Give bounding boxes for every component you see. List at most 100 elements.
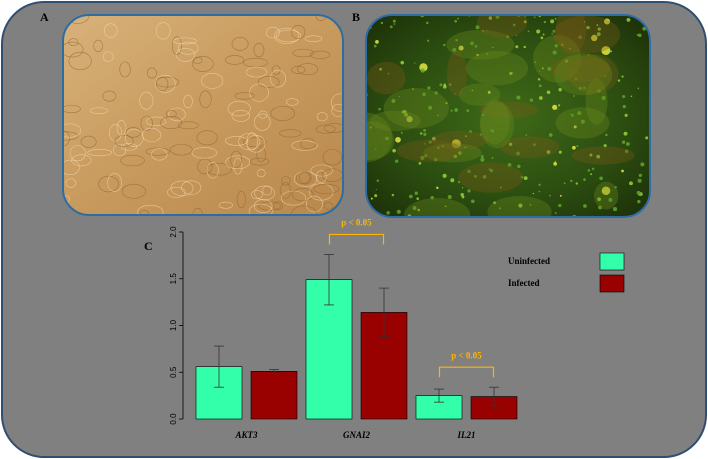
panel-label: A xyxy=(40,10,49,24)
fluor-dot xyxy=(552,29,556,33)
fluor-dot xyxy=(443,43,446,47)
fluor-dot xyxy=(596,89,601,93)
fluor-dot xyxy=(414,191,418,195)
cell xyxy=(98,175,119,193)
cell xyxy=(279,129,302,138)
fluor-dot xyxy=(573,95,575,97)
fluor-dot xyxy=(554,212,557,214)
fluor-dot xyxy=(552,104,558,110)
fluor-dot xyxy=(577,111,582,116)
fluor-dot xyxy=(630,95,633,97)
cell xyxy=(291,205,318,215)
fluor-dot xyxy=(578,35,583,40)
fluor-dot xyxy=(400,131,403,134)
fluor-dot xyxy=(423,143,426,145)
cell xyxy=(271,65,281,75)
fluor-dot xyxy=(610,50,613,53)
cell xyxy=(291,25,306,40)
fluor-patch xyxy=(383,87,449,129)
cell xyxy=(145,147,170,156)
fluor-dot xyxy=(460,193,464,197)
cell xyxy=(113,143,127,157)
fluor-patch xyxy=(366,121,395,161)
fluor-dot xyxy=(398,95,400,98)
fluor-dot xyxy=(563,182,566,185)
fluor-dot xyxy=(572,145,576,150)
fluor-dot xyxy=(420,132,423,135)
fluor-dot xyxy=(448,83,452,87)
fluor-dot xyxy=(454,108,459,112)
cell xyxy=(71,154,92,167)
fluor-dot xyxy=(601,46,611,56)
significance-bracket xyxy=(438,366,495,378)
fluor-dot xyxy=(553,161,558,166)
fluor-patch xyxy=(366,61,406,95)
cell xyxy=(233,157,243,175)
fluor-dot xyxy=(386,211,390,215)
fluor-dot xyxy=(612,207,618,212)
y-tick-label: 2.0 xyxy=(169,226,178,238)
fluor-dot xyxy=(470,199,475,204)
fluor-dot xyxy=(590,173,593,176)
fluor-dot xyxy=(604,18,611,25)
fluor-dot xyxy=(597,27,601,31)
cell xyxy=(93,39,103,53)
cell xyxy=(155,74,176,93)
fluor-dot xyxy=(637,199,641,204)
cell xyxy=(270,69,287,88)
cell xyxy=(121,183,147,199)
fluor-dot xyxy=(466,109,470,113)
fluor-dot xyxy=(552,50,557,55)
cell xyxy=(183,94,193,109)
cell xyxy=(254,185,275,201)
fluor-dot xyxy=(523,176,528,180)
fluor-dot xyxy=(497,128,499,130)
fluor-patch xyxy=(533,35,582,83)
fluor-dot xyxy=(488,168,491,171)
fluor-dot xyxy=(564,59,569,63)
fluor-patch xyxy=(487,196,552,217)
cell xyxy=(310,50,331,60)
fluor-dot xyxy=(443,83,447,86)
fluor-dot xyxy=(450,178,455,183)
fluor-dot xyxy=(538,70,540,72)
panel-label: B xyxy=(352,10,360,24)
cell xyxy=(139,91,154,110)
fluor-dot xyxy=(453,154,457,158)
fluor-dot xyxy=(374,194,378,198)
error-bar xyxy=(379,287,389,338)
cell xyxy=(68,51,92,71)
fluor-patch xyxy=(446,50,468,97)
fluor-patch xyxy=(466,50,529,86)
fluor-patch xyxy=(553,15,621,54)
fluor-dot xyxy=(533,16,536,19)
cell xyxy=(170,180,194,196)
cell xyxy=(109,124,122,142)
fluor-dot xyxy=(475,25,480,30)
fluor-dot xyxy=(373,44,377,48)
micrograph-a xyxy=(63,15,343,215)
fluor-dot xyxy=(481,29,485,33)
fluor-dot xyxy=(467,189,471,193)
cell xyxy=(171,36,182,55)
fluor-dot xyxy=(476,53,479,57)
fluor-dot xyxy=(400,60,405,65)
fluor-dot xyxy=(589,153,593,157)
cell xyxy=(87,149,112,157)
fluor-dot xyxy=(507,163,512,167)
fluor-dot xyxy=(582,86,586,90)
fluor-dot xyxy=(583,178,586,182)
fluor-dot xyxy=(583,20,586,23)
fluor-dot xyxy=(551,33,553,35)
fluor-dot xyxy=(636,190,641,195)
fluor-patch xyxy=(458,83,501,106)
cell xyxy=(146,116,166,127)
fluor-dot xyxy=(586,25,590,30)
fluor-dot xyxy=(599,176,603,181)
fluor-dot xyxy=(393,23,396,25)
cell xyxy=(256,147,266,163)
fluor-patch xyxy=(404,197,471,217)
fluor-dot xyxy=(480,155,484,159)
fluor-dot xyxy=(591,167,595,171)
fluor-dot xyxy=(423,128,426,132)
